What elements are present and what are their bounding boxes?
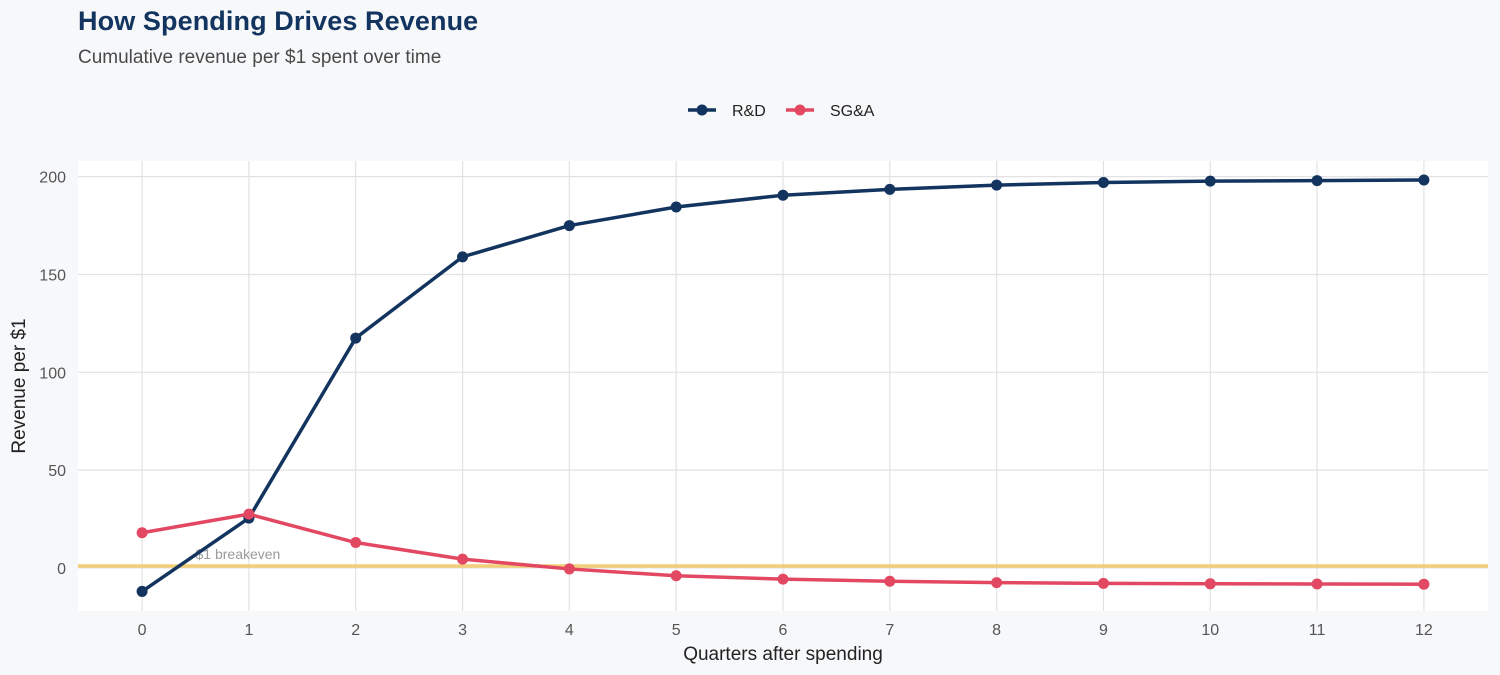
legend-marker-sga xyxy=(794,104,806,116)
data-point-sga[interactable] xyxy=(243,508,255,520)
legend-item-sga[interactable]: SG&A xyxy=(786,103,875,120)
x-tick-label: 5 xyxy=(672,622,681,639)
legend: R&D SG&A xyxy=(688,103,875,120)
data-point-sga[interactable] xyxy=(670,570,682,582)
y-tick-label: 100 xyxy=(39,365,66,382)
grid-lines xyxy=(78,161,1488,611)
x-tick-label: 4 xyxy=(565,622,574,639)
data-point-rnd[interactable] xyxy=(136,585,148,597)
data-point-sga[interactable] xyxy=(350,537,362,549)
reference-line-group: $1 breakeven xyxy=(78,546,1488,568)
x-tick-label: 6 xyxy=(779,622,788,639)
x-tick-label: 12 xyxy=(1415,622,1433,639)
data-point-rnd[interactable] xyxy=(350,332,362,344)
data-point-rnd[interactable] xyxy=(777,189,789,201)
y-tick-label: 150 xyxy=(39,267,66,284)
data-point-rnd[interactable] xyxy=(1204,175,1216,187)
data-point-rnd[interactable] xyxy=(563,220,575,232)
data-point-rnd[interactable] xyxy=(457,251,469,263)
data-point-sga[interactable] xyxy=(563,563,575,575)
data-point-rnd[interactable] xyxy=(991,179,1003,191)
data-point-sga[interactable] xyxy=(1418,578,1430,590)
x-tick-label: 9 xyxy=(1099,622,1108,639)
y-tick-label: 200 xyxy=(39,170,66,187)
y-tick-label: 0 xyxy=(57,561,66,578)
legend-item-rnd[interactable]: R&D xyxy=(688,103,766,120)
x-tick-labels: 0 1 2 3 4 5 6 7 8 9 10 11 12 xyxy=(138,622,1433,639)
x-tick-label: 0 xyxy=(138,622,147,639)
data-point-sga[interactable] xyxy=(884,575,896,587)
legend-marker-rnd xyxy=(696,104,708,116)
data-point-rnd[interactable] xyxy=(1311,175,1323,187)
data-point-rnd[interactable] xyxy=(1418,174,1430,186)
data-point-rnd[interactable] xyxy=(1097,177,1109,189)
chart-title: How Spending Drives Revenue xyxy=(78,6,479,36)
x-tick-label: 3 xyxy=(458,622,467,639)
data-point-rnd[interactable] xyxy=(884,183,896,195)
x-tick-label: 7 xyxy=(885,622,894,639)
legend-label-rnd: R&D xyxy=(732,103,766,120)
legend-label-sga: SG&A xyxy=(830,103,875,120)
x-tick-label: 2 xyxy=(351,622,360,639)
data-point-sga[interactable] xyxy=(991,577,1003,589)
y-tick-label: 50 xyxy=(48,463,66,480)
data-point-sga[interactable] xyxy=(1311,578,1323,590)
chart-subtitle: Cumulative revenue per $1 spent over tim… xyxy=(78,47,442,68)
y-tick-labels: 0 50 100 150 200 xyxy=(39,170,66,578)
x-tick-label: 1 xyxy=(244,622,253,639)
data-point-sga[interactable] xyxy=(457,553,469,565)
data-point-sga[interactable] xyxy=(136,527,148,539)
data-point-sga[interactable] xyxy=(1097,577,1109,589)
x-tick-label: 10 xyxy=(1201,622,1219,639)
series-points xyxy=(136,174,1430,597)
y-axis-title: Revenue per $1 xyxy=(9,318,30,453)
x-axis-title: Quarters after spending xyxy=(683,644,883,665)
data-point-rnd[interactable] xyxy=(670,201,682,213)
data-point-sga[interactable] xyxy=(1204,578,1216,590)
breakeven-label: $1 breakeven xyxy=(196,546,281,562)
x-tick-label: 8 xyxy=(992,622,1001,639)
data-point-sga[interactable] xyxy=(777,573,789,585)
x-tick-label: 11 xyxy=(1309,622,1326,639)
